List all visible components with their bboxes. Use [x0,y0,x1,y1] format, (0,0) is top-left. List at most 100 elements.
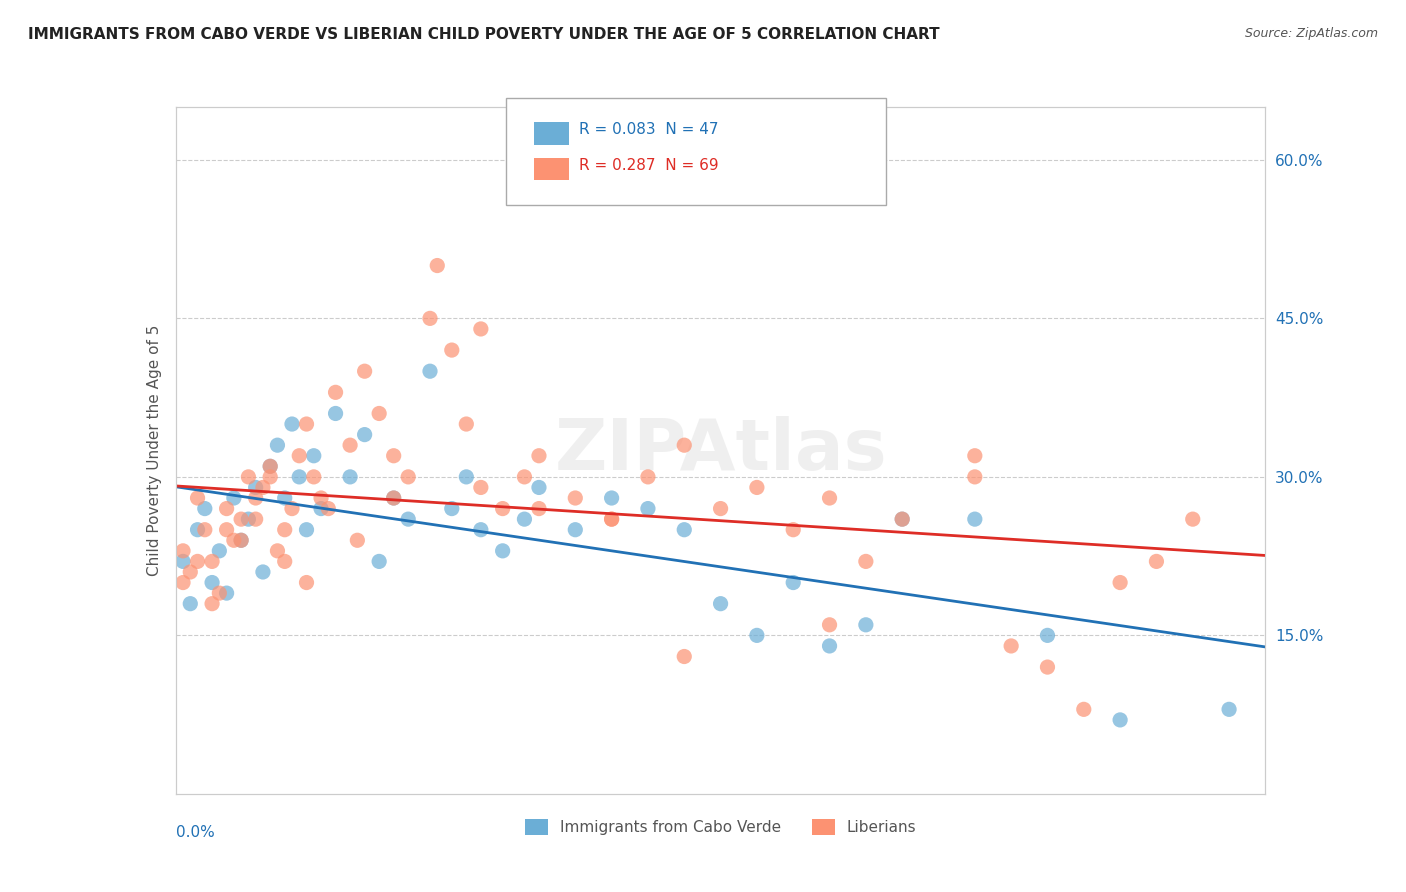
Point [710,597,733,611]
Point [295,417,318,431]
Point [245,480,267,494]
Point [818,639,841,653]
Point [891,512,914,526]
Point [710,501,733,516]
Point [353,364,375,378]
Point [600,512,623,526]
Point [492,544,515,558]
Point [179,597,201,611]
Point [245,491,267,505]
Point [274,554,297,568]
Point [745,480,768,494]
Point [194,523,217,537]
Point [238,512,260,526]
Text: Source: ZipAtlas.com: Source: ZipAtlas.com [1244,27,1378,40]
Point [564,491,586,505]
Point [1109,713,1132,727]
Point [470,523,492,537]
Point [396,470,419,484]
Point [194,501,217,516]
Point [215,523,238,537]
Point [426,259,449,273]
Point [396,512,419,526]
Point [1218,702,1240,716]
Point [456,417,478,431]
Point [745,628,768,642]
Point [527,449,550,463]
Point [419,364,441,378]
Point [1109,575,1132,590]
Point [513,470,536,484]
Point [259,459,281,474]
Point [353,427,375,442]
Point [818,617,841,632]
Point [266,438,288,452]
Point [302,470,325,484]
Point [231,512,253,526]
Point [172,554,194,568]
Point [782,575,804,590]
Point [252,480,274,494]
Point [231,533,253,548]
Point [309,491,332,505]
Point [318,501,340,516]
Text: R = 0.287  N = 69: R = 0.287 N = 69 [579,158,718,172]
Point [186,491,209,505]
Point [891,512,914,526]
Point [295,575,318,590]
Text: R = 0.083  N = 47: R = 0.083 N = 47 [579,122,718,136]
Point [1000,639,1022,653]
Point [382,491,405,505]
Point [855,554,877,568]
Point [208,544,231,558]
Point [1036,660,1059,674]
Point [382,491,405,505]
Point [440,501,463,516]
Point [252,565,274,579]
Point [470,322,492,336]
Point [782,523,804,537]
Point [281,417,304,431]
Point [527,480,550,494]
Point [673,438,696,452]
Point [963,470,986,484]
Point [259,459,281,474]
Point [470,480,492,494]
Point [513,512,536,526]
Point [368,407,391,421]
Point [1181,512,1204,526]
Point [382,449,405,463]
Text: ZIPAtlas: ZIPAtlas [554,416,887,485]
Text: IMMIGRANTS FROM CABO VERDE VS LIBERIAN CHILD POVERTY UNDER THE AGE OF 5 CORRELAT: IMMIGRANTS FROM CABO VERDE VS LIBERIAN C… [28,27,939,42]
Point [186,554,209,568]
Point [245,512,267,526]
Point [527,501,550,516]
Point [302,449,325,463]
Point [201,597,224,611]
Point [600,512,623,526]
Point [325,407,347,421]
Point [222,533,245,548]
Text: 0.0%: 0.0% [176,825,215,839]
Point [1073,702,1095,716]
Point [238,470,260,484]
Point [456,470,478,484]
Point [231,533,253,548]
Point [963,449,986,463]
Point [818,491,841,505]
Point [281,501,304,516]
Point [673,649,696,664]
Point [1036,628,1059,642]
Point [201,554,224,568]
Point [288,449,311,463]
Point [186,523,209,537]
Point [208,586,231,600]
Point [346,533,368,548]
Point [637,470,659,484]
Point [274,523,297,537]
Point [419,311,441,326]
Point [172,575,194,590]
Point [963,512,986,526]
Point [637,501,659,516]
Point [295,523,318,537]
